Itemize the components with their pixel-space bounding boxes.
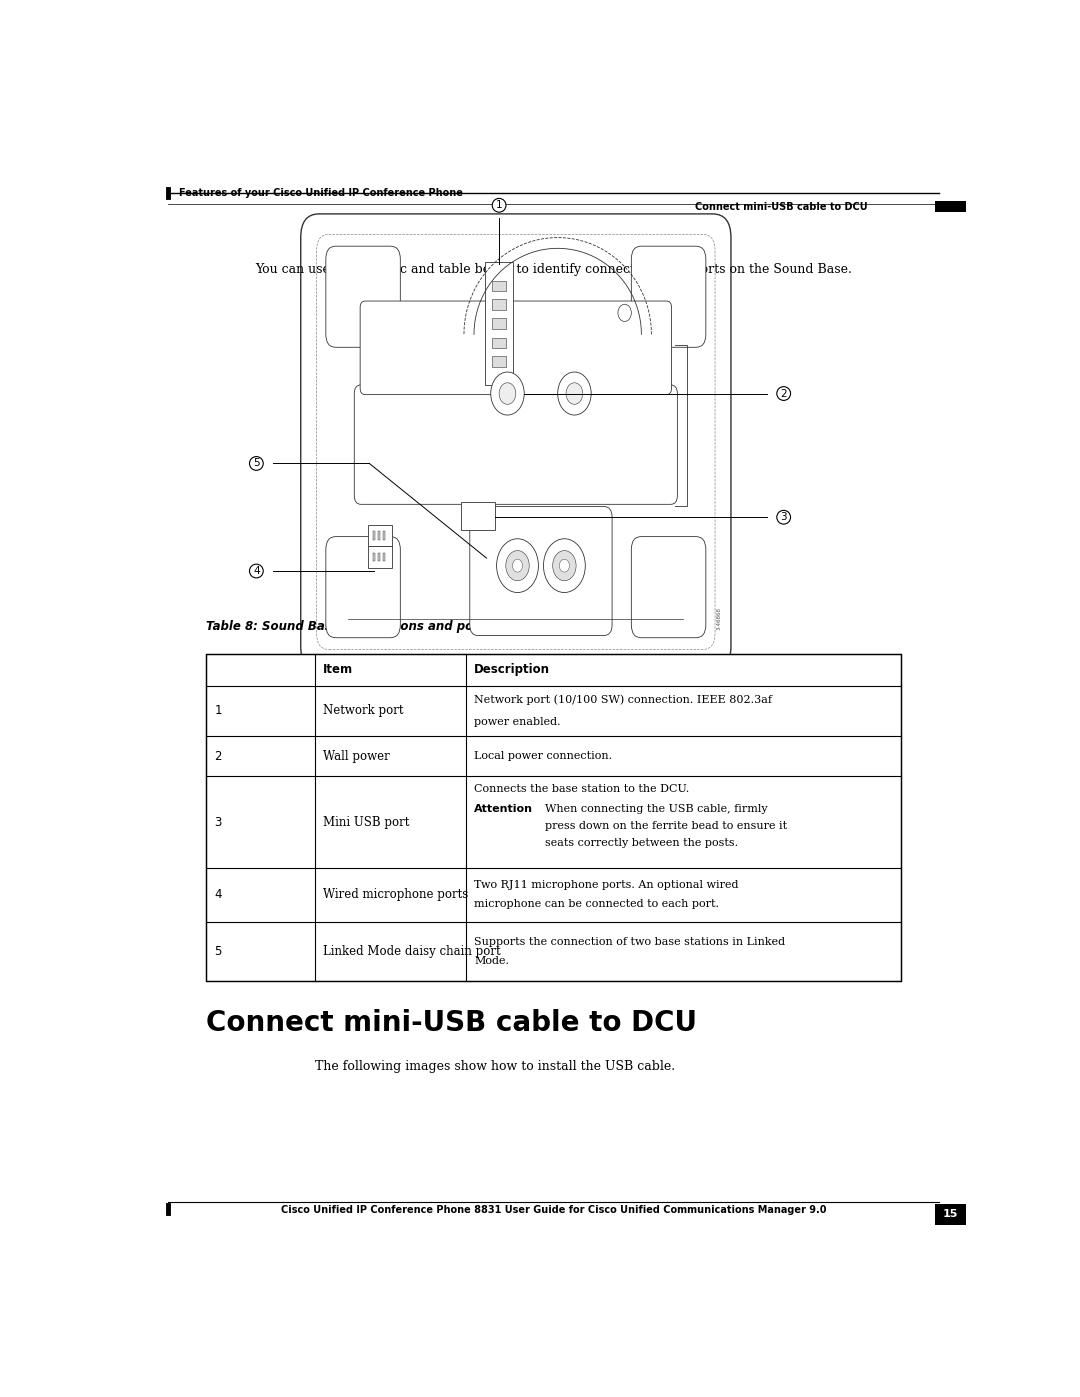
Text: Features of your Cisco Unified IP Conference Phone: Features of your Cisco Unified IP Confer…	[179, 189, 463, 198]
FancyBboxPatch shape	[300, 214, 731, 671]
Bar	[378, 531, 380, 539]
Circle shape	[566, 383, 583, 404]
Circle shape	[499, 383, 516, 404]
Text: Supports the connection of two base stations in Linked: Supports the connection of two base stat…	[474, 936, 785, 947]
Text: You can use the graphic and table below to identify connections and ports on the: You can use the graphic and table below …	[255, 263, 852, 277]
Circle shape	[497, 539, 539, 592]
Circle shape	[553, 550, 576, 581]
Text: microphone can be connected to each port.: microphone can be connected to each port…	[474, 900, 719, 909]
FancyBboxPatch shape	[367, 546, 392, 567]
Circle shape	[513, 559, 523, 573]
Circle shape	[490, 372, 524, 415]
FancyBboxPatch shape	[326, 246, 401, 348]
Bar	[492, 299, 505, 310]
Bar	[378, 553, 380, 562]
FancyBboxPatch shape	[354, 386, 677, 504]
Text: 1: 1	[496, 200, 502, 211]
Text: When connecting the USB cable, firmly: When connecting the USB cable, firmly	[545, 803, 768, 813]
Text: 4: 4	[253, 566, 259, 576]
FancyBboxPatch shape	[485, 263, 513, 386]
FancyBboxPatch shape	[632, 246, 706, 348]
Text: 5: 5	[215, 944, 221, 958]
Text: Two RJ11 microphone ports. An optional wired: Two RJ11 microphone ports. An optional w…	[474, 880, 739, 890]
Bar	[382, 553, 386, 562]
Text: 2: 2	[781, 388, 787, 398]
Bar	[492, 356, 505, 366]
Circle shape	[505, 550, 529, 581]
Text: seats correctly between the posts.: seats correctly between the posts.	[545, 838, 739, 848]
Bar	[492, 338, 505, 348]
Bar	[373, 531, 375, 539]
Text: Connects the base station to the DCU.: Connects the base station to the DCU.	[474, 784, 689, 795]
Bar	[382, 531, 386, 539]
Text: power enabled.: power enabled.	[474, 717, 561, 726]
Bar	[492, 319, 505, 330]
Text: Wall power: Wall power	[323, 750, 390, 763]
Text: Network port: Network port	[323, 704, 404, 718]
FancyBboxPatch shape	[360, 300, 672, 394]
Bar	[373, 553, 375, 562]
Text: Attention: Attention	[474, 803, 534, 813]
Text: 3-46868: 3-46868	[717, 608, 721, 630]
Bar	[206, 654, 901, 981]
Text: Table 8: Sound Base connections and ports: Table 8: Sound Base connections and port…	[206, 620, 491, 633]
Text: Mode.: Mode.	[474, 956, 509, 965]
Text: press down on the ferrite bead to ensure it: press down on the ferrite bead to ensure…	[545, 821, 787, 831]
Text: Wired microphone ports: Wired microphone ports	[323, 888, 469, 901]
Circle shape	[543, 539, 585, 592]
FancyBboxPatch shape	[326, 536, 401, 637]
Text: 1: 1	[215, 704, 222, 718]
FancyBboxPatch shape	[367, 525, 392, 546]
FancyBboxPatch shape	[470, 507, 612, 636]
FancyBboxPatch shape	[632, 536, 706, 637]
Bar	[935, 201, 967, 212]
Text: Network port (10/100 SW) connection. IEEE 802.3af: Network port (10/100 SW) connection. IEE…	[474, 694, 772, 705]
Text: Local power connection.: Local power connection.	[474, 752, 612, 761]
Circle shape	[618, 305, 632, 321]
Text: 3: 3	[781, 513, 787, 522]
Text: Cisco Unified IP Conference Phone 8831 User Guide for Cisco Unified Communicatio: Cisco Unified IP Conference Phone 8831 U…	[281, 1206, 826, 1215]
Text: 5: 5	[253, 458, 259, 468]
Text: Linked Mode daisy chain port: Linked Mode daisy chain port	[323, 944, 501, 958]
Bar	[492, 281, 505, 292]
Text: Item: Item	[323, 664, 353, 676]
Circle shape	[557, 372, 591, 415]
Text: 3: 3	[215, 816, 221, 828]
Text: 15: 15	[943, 1210, 958, 1220]
Text: Mini USB port: Mini USB port	[323, 816, 409, 828]
Text: Connect mini-USB cable to DCU: Connect mini-USB cable to DCU	[206, 1009, 698, 1037]
Circle shape	[559, 559, 569, 573]
Bar	[935, 1204, 967, 1225]
Text: Description: Description	[474, 664, 550, 676]
Text: Connect mini-USB cable to DCU: Connect mini-USB cable to DCU	[694, 203, 867, 212]
FancyBboxPatch shape	[461, 502, 495, 529]
Text: 4: 4	[215, 888, 222, 901]
Text: The following images show how to install the USB cable.: The following images show how to install…	[315, 1060, 675, 1073]
Text: 2: 2	[215, 750, 222, 763]
